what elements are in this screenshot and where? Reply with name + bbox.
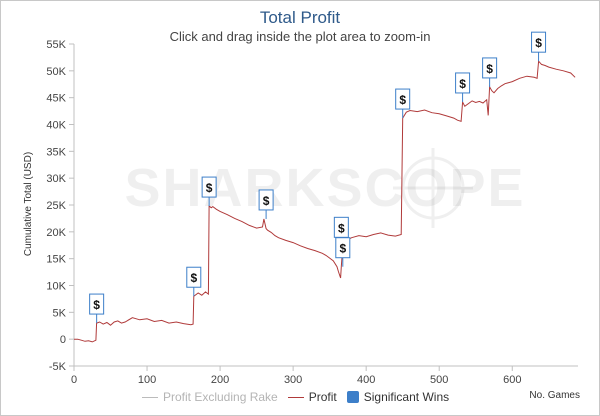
y-tick-label: 35K xyxy=(46,146,66,158)
y-tick-label: 55K xyxy=(46,39,66,51)
chart-legend: Profit Excluding Rake Profit Significant… xyxy=(142,389,459,405)
y-axis-ticks: -5K 0 5K 10K 15K 20K 25K 30K 35K 40K 45K 50K 55K xyxy=(46,39,74,373)
x-tick-label: 100 xyxy=(138,374,156,386)
crosshair-logo-icon xyxy=(393,148,473,228)
y-tick-label: 10K xyxy=(46,281,66,293)
significant-win-flag[interactable]: $ xyxy=(89,293,105,324)
x-axis-title: No. Games xyxy=(529,390,580,401)
svg-text:$: $ xyxy=(486,62,493,76)
legend-label: Profit Excluding Rake xyxy=(163,390,278,404)
x-tick-label: 300 xyxy=(284,374,302,386)
watermark-text: SHARKSCOPE xyxy=(124,158,525,218)
significant-win-flag[interactable]: $ xyxy=(186,266,202,297)
y-tick-label: 25K xyxy=(46,200,66,212)
svg-text:$: $ xyxy=(190,271,197,285)
significant-win-flag[interactable]: $ xyxy=(258,189,274,219)
svg-text:$: $ xyxy=(206,181,213,195)
significant-win-flag[interactable]: $ xyxy=(455,72,471,102)
y-tick-label: 0 xyxy=(60,334,66,346)
y-tick-label: -5K xyxy=(49,361,67,373)
svg-text:$: $ xyxy=(535,36,542,50)
x-tick-label: 500 xyxy=(430,374,448,386)
legend-item-profit[interactable]: Profit xyxy=(287,390,337,404)
legend-swatch-icon xyxy=(346,391,359,403)
svg-text:$: $ xyxy=(93,298,100,312)
chart-title: Total Profit xyxy=(259,8,341,27)
profit-series-line[interactable] xyxy=(74,60,576,343)
significant-win-flag[interactable]: $ xyxy=(531,31,547,62)
svg-text:$: $ xyxy=(338,221,345,235)
svg-text:$: $ xyxy=(399,93,406,107)
chart-subtitle: Click and drag inside the plot area to z… xyxy=(169,29,431,44)
x-tick-label: 600 xyxy=(503,374,521,386)
legend-line-icon xyxy=(142,396,158,398)
significant-win-flag[interactable]: $ xyxy=(335,237,351,267)
svg-text:$: $ xyxy=(339,242,346,256)
y-tick-label: 20K xyxy=(46,227,66,239)
svg-text:$: $ xyxy=(263,194,270,208)
y-tick-label: 45K xyxy=(46,93,66,105)
x-tick-label: 200 xyxy=(211,374,229,386)
legend-item-profit-excluding-rake[interactable]: Profit Excluding Rake xyxy=(142,390,278,404)
significant-wins-flags: $ $ $ $ $ $ $ $ $ $ xyxy=(89,31,547,324)
legend-line-icon xyxy=(287,396,304,398)
significant-win-flag[interactable]: $ xyxy=(395,88,411,119)
legend-label: Significant Wins xyxy=(363,390,450,404)
y-tick-label: 5K xyxy=(53,307,67,319)
x-tick-label: 0 xyxy=(71,374,77,386)
significant-win-flag[interactable]: $ xyxy=(201,176,217,207)
y-tick-label: 40K xyxy=(46,120,66,132)
y-axis-title: Cumulative Total (USD) xyxy=(23,152,34,256)
significant-win-flag[interactable]: $ xyxy=(482,57,498,87)
y-tick-label: 30K xyxy=(46,173,66,185)
legend-item-significant-wins[interactable]: Significant Wins xyxy=(346,390,450,404)
x-tick-label: 400 xyxy=(357,374,375,386)
y-tick-label: 15K xyxy=(46,254,66,266)
y-tick-label: 50K xyxy=(46,66,66,78)
legend-label: Profit xyxy=(308,390,337,404)
x-axis-ticks: 0 100 200 300 400 500 600 xyxy=(71,366,521,386)
svg-text:$: $ xyxy=(459,77,466,91)
